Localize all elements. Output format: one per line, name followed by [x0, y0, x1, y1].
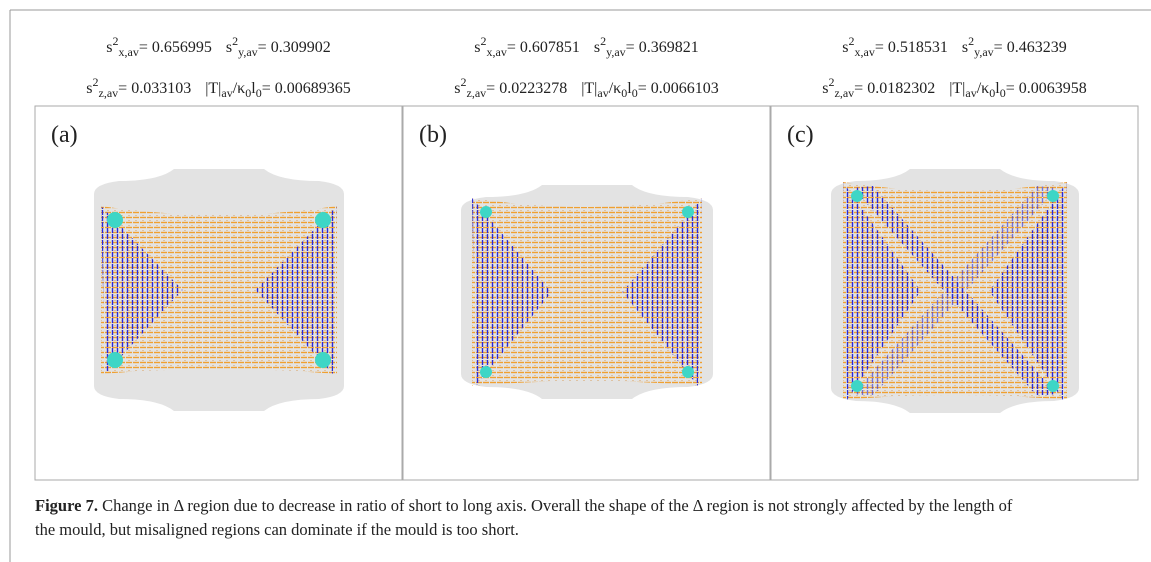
stat-sub: 0	[989, 86, 995, 100]
stat-text: = 0.309902	[258, 39, 331, 56]
stat-sup: 2	[829, 75, 835, 89]
clamp-point	[315, 352, 331, 368]
clamp-point	[851, 380, 863, 392]
stat-text: = 0.369821	[626, 39, 699, 56]
stat-sub: y,av	[606, 45, 626, 59]
stat-text: = 0.607851	[507, 39, 580, 56]
director-field	[472, 198, 702, 386]
stat-text: = 0.0063958	[1006, 80, 1087, 97]
misaligned-region	[622, 198, 702, 386]
misaligned-region	[472, 198, 552, 386]
panels: (a)s2x,av= 0.656995 s2y,av= 0.309902s2z,a…	[34, 34, 1139, 481]
clamp-point	[480, 206, 492, 218]
stat-sup: 2	[849, 34, 855, 48]
stat-line: s2z,av= 0.0223278 |T|av/κ0l0= 0.0066103	[454, 75, 718, 99]
stat-text: s	[842, 39, 848, 56]
stat-sub: 0	[256, 86, 262, 100]
stat-text: s	[474, 39, 480, 56]
caption: Figure 7. Change in Δ region due to decr…	[35, 494, 1035, 542]
stat-sub: z,av	[99, 86, 119, 100]
panel-label: (b)	[419, 122, 447, 148]
clamp-point	[682, 206, 694, 218]
stat-text: l	[627, 80, 632, 97]
stat-sub: y,av	[974, 45, 994, 59]
stat-text: |T|	[581, 80, 597, 97]
clamp-point	[107, 212, 123, 228]
stat-sub: av	[221, 86, 232, 100]
clamp-point	[1047, 190, 1059, 202]
panel-label: (c)	[787, 122, 814, 148]
stat-sub: 0	[245, 86, 251, 100]
clamp-point	[1047, 380, 1059, 392]
stat-text: s	[86, 80, 92, 97]
stat-sup: 2	[461, 75, 467, 89]
panel: (c)s2x,av= 0.518531 s2y,av= 0.463239s2z,a…	[770, 34, 1139, 481]
stat-sup: 2	[93, 75, 99, 89]
stat-sub: 0	[632, 86, 638, 100]
stat-sub: y,av	[238, 45, 258, 59]
stat-text: l	[251, 80, 256, 97]
stat-sub: av	[965, 86, 976, 100]
stat-text: = 0.00689365	[262, 80, 351, 97]
stat-sub: x,av	[119, 45, 139, 59]
stat-sub: z,av	[467, 86, 487, 100]
stat-text: s	[962, 39, 968, 56]
stat-sub: z,av	[835, 86, 855, 100]
stat-sup: 2	[113, 34, 119, 48]
stat-sup: 2	[232, 34, 238, 48]
stat-text: |T|	[949, 80, 965, 97]
clamp-point	[107, 352, 123, 368]
misaligned-region	[989, 182, 1067, 400]
panel: (a)s2x,av= 0.656995 s2y,av= 0.309902s2z,a…	[34, 34, 403, 481]
clamp-point	[315, 212, 331, 228]
stat-text: = 0.656995	[139, 39, 212, 56]
stat-sub: x,av	[855, 45, 875, 59]
stat-text: = 0.0223278	[486, 80, 567, 97]
stat-line: s2x,av= 0.607851 s2y,av= 0.369821	[474, 34, 698, 58]
stat-text: |T|	[205, 80, 221, 97]
stat-line: s2x,av= 0.518531 s2y,av= 0.463239	[842, 34, 1066, 58]
stat-text: = 0.0182302	[854, 80, 935, 97]
panel-label: (a)	[51, 122, 78, 148]
clamp-point	[480, 366, 492, 378]
stat-text: l	[995, 80, 1000, 97]
stat-sup: 2	[968, 34, 974, 48]
stat-text: = 0.0066103	[638, 80, 719, 97]
stat-line: s2x,av= 0.656995 s2y,av= 0.309902	[106, 34, 330, 58]
stat-text: = 0.033103	[118, 80, 191, 97]
stat-text: /κ	[233, 80, 246, 97]
stat-text: s	[106, 39, 112, 56]
stat-text: = 0.518531	[875, 39, 948, 56]
clamp-point	[682, 366, 694, 378]
stat-text: s	[822, 80, 828, 97]
stat-line: s2z,av= 0.0182302 |T|av/κ0l0= 0.0063958	[822, 75, 1086, 99]
misaligned-region	[843, 182, 921, 400]
stat-text: = 0.463239	[994, 39, 1067, 56]
stat-sub: av	[597, 86, 608, 100]
caption-text: Change in Δ region due to decrease in ra…	[35, 496, 1013, 539]
director-field	[101, 206, 337, 374]
stat-sub: 0	[621, 86, 627, 100]
misaligned-region	[255, 206, 337, 374]
panel: (b)s2x,av= 0.607851 s2y,av= 0.369821s2z,a…	[402, 34, 771, 481]
stat-line: s2z,av= 0.033103 |T|av/κ0l0= 0.00689365	[86, 75, 350, 99]
misaligned-region	[853, 186, 1057, 396]
stat-text: /κ	[977, 80, 990, 97]
stat-sup: 2	[481, 34, 487, 48]
stat-text: /κ	[609, 80, 622, 97]
stat-text: s	[594, 39, 600, 56]
caption-label: Figure 7.	[35, 496, 98, 515]
stat-sub: 0	[1000, 86, 1006, 100]
stat-text: s	[454, 80, 460, 97]
stat-sub: x,av	[487, 45, 507, 59]
misaligned-region	[101, 206, 183, 374]
stat-sup: 2	[600, 34, 606, 48]
clamp-point	[851, 190, 863, 202]
stat-text: s	[226, 39, 232, 56]
